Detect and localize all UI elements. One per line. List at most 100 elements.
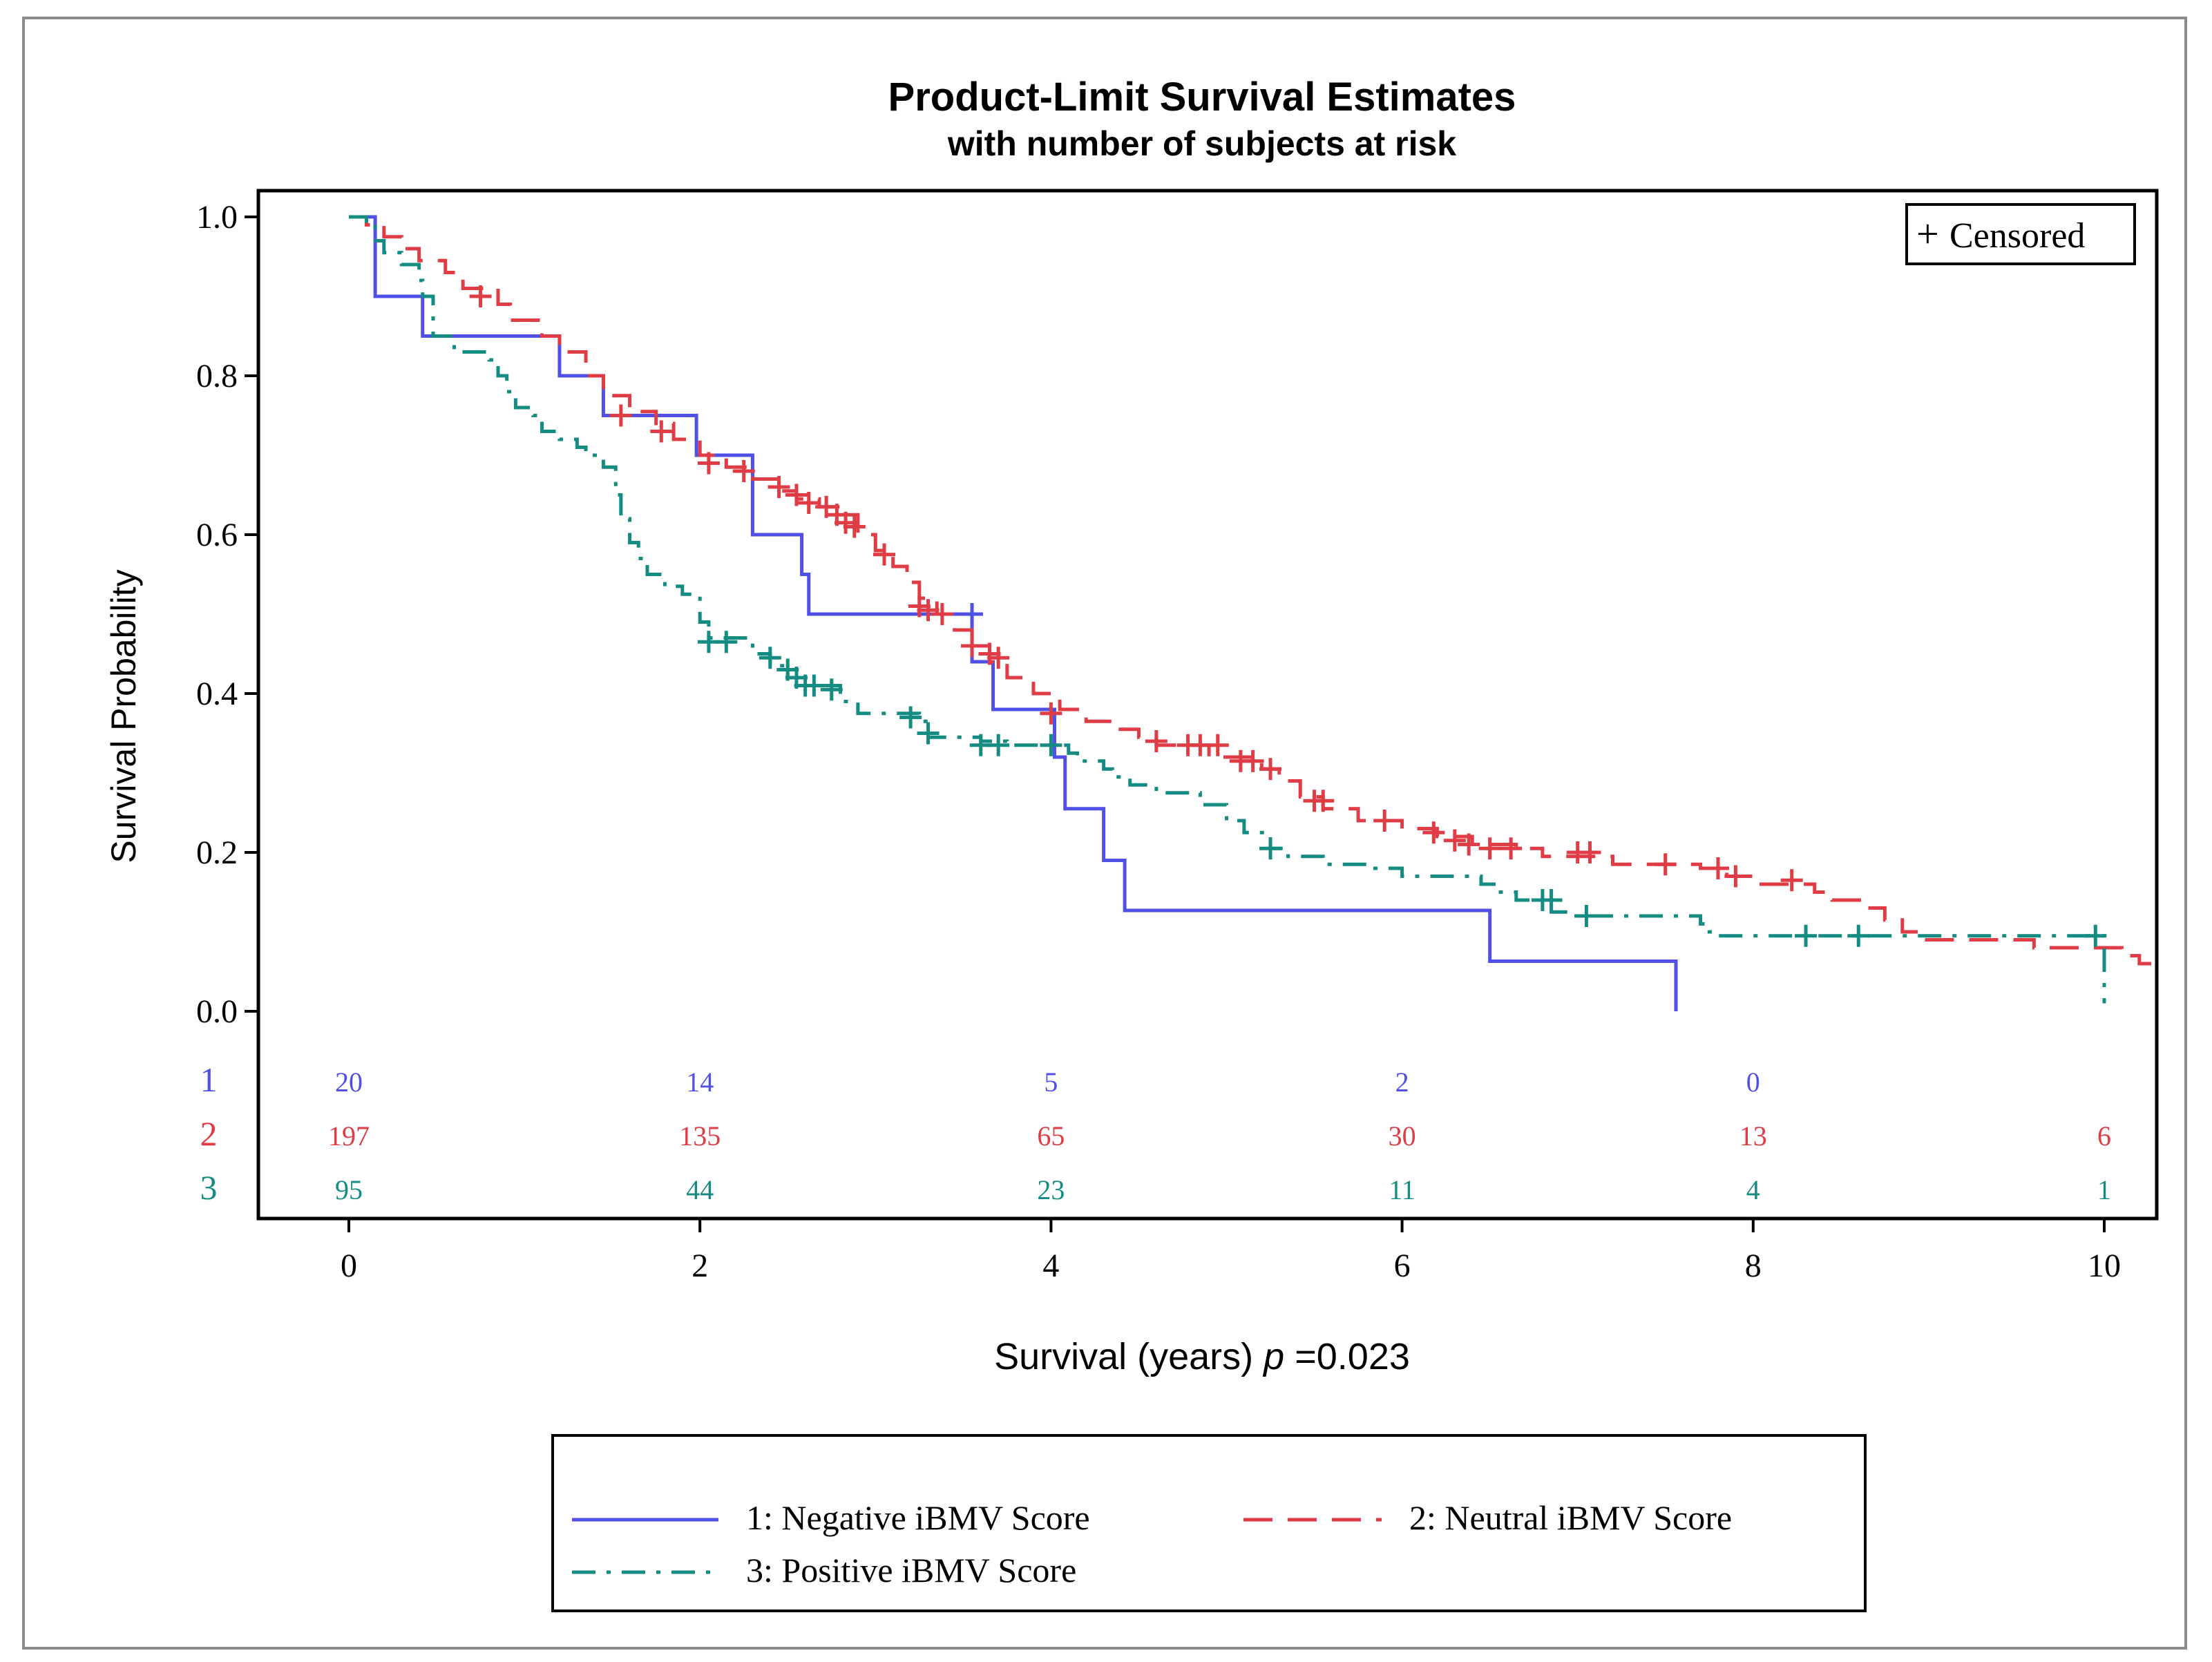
series-2-censor-mark [1312,790,1335,812]
series-2-censor-mark [1724,865,1747,888]
series-3-censor-mark [1540,889,1563,911]
at-risk-count: 65 [1037,1120,1065,1152]
at-risk-group-label: 1 [200,1060,218,1099]
series-2-censor-mark [609,404,632,427]
at-risk-count: 30 [1389,1120,1416,1152]
at-risk-count: 197 [328,1120,370,1152]
at-risk-count: 20 [335,1067,363,1098]
series-3-censor-mark [820,678,843,701]
series-2-censor-mark [1241,749,1264,772]
x-tick-label: 2 [692,1248,708,1284]
at-risk-group-label: 3 [200,1168,218,1207]
series-3-censor-mark [1259,837,1282,860]
at-risk-group-label: 2 [200,1114,218,1153]
legend-label-series-1: 1: Negative iBMV Score [746,1498,1090,1537]
series-2-curve [349,215,2159,972]
at-risk-count: 135 [679,1120,721,1152]
x-axis-label-text: Survival (years) [994,1336,1253,1377]
series-2-censor-mark [843,515,866,538]
y-tick-label: 0.0 [196,993,238,1030]
series-2-censor-mark [1443,829,1466,852]
series-2-censor-mark [650,420,673,443]
at-risk-count: 1 [2097,1174,2111,1205]
censored-legend-symbol: + [1916,211,1939,256]
y-tick-label: 0.6 [196,517,238,553]
x-axis-p-value: =0.023 [1295,1336,1410,1377]
series-2-censor-mark [873,543,896,566]
series-2-censor-mark [1500,837,1523,860]
series-3-censor-mark [1040,734,1062,756]
series-3-censor-mark [715,631,738,653]
legend-label-series-3: 3: Positive iBMV Score [746,1551,1076,1589]
series-3-censor-mark [2084,924,2107,947]
at-risk-count: 44 [686,1174,714,1205]
series-legend-items: 1: Negative iBMV Score 2: Neutral iBMV Sc… [572,1498,1732,1589]
series-2-censor-mark [1654,853,1677,876]
series-3-censor-mark [803,674,826,697]
series-2-censor-mark [917,599,940,622]
series-2-censor-mark [1458,833,1480,856]
at-risk-count: 4 [1746,1174,1760,1205]
series-2-censor-mark [797,492,820,514]
series-2-censor-mark [1478,837,1501,860]
x-tick-label: 6 [1394,1248,1411,1284]
x-axis: 0 2 4 6 8 10 [341,1219,2121,1284]
chart-subtitle: with number of subjects at risk [947,124,1456,163]
x-axis-p-symbol: p [1262,1336,1284,1377]
series-2-censor-mark [961,635,984,657]
y-axis-label: Survival Probability [104,569,143,863]
series-2-censor-mark [1206,734,1229,756]
series-2-censor-mark [732,460,755,482]
series-3-censor-mark [899,706,922,729]
x-tick-label: 8 [1745,1248,1762,1284]
at-risk-count: 95 [335,1174,363,1205]
series-2-censor-mark [1040,702,1062,725]
series-1-censor-mark [961,603,984,625]
series-2-censor-mark [1706,857,1729,879]
series-2-censor-mark [1373,810,1396,832]
series-3-censor-mark [987,734,1010,756]
series-3-censor-mark [1847,924,1870,947]
at-risk-count: 23 [1037,1174,1065,1205]
series-1-curve [349,215,1678,1011]
series-2-censor-mark [469,285,492,307]
at-risk-count: 0 [1746,1067,1760,1098]
at-risk-count: 2 [1395,1067,1409,1098]
censored-legend-label: Censored [1949,216,2085,256]
at-risk-count: 14 [686,1067,714,1098]
at-risk-table: 1 20 14 5 2 02 197 135 65 30 13 63 95 44 23 11 4 1 [200,1060,2112,1207]
series-2-censor-mark [987,647,1010,669]
series-2-censor-mark [697,452,720,475]
at-risk-count: 13 [1739,1120,1767,1152]
plot-area-frame [256,189,2159,1221]
x-axis-label: Survival (years) p =0.023 [994,1336,1410,1377]
chart-title: Product-Limit Survival Estimates [888,75,1516,120]
at-risk-count: 6 [2097,1120,2111,1152]
x-tick-label: 4 [1042,1248,1059,1284]
legend-label-series-2: 2: Neutral iBMV Score [1409,1498,1732,1537]
series-2-censor-mark [1422,821,1445,844]
at-risk-count: 5 [1044,1067,1058,1098]
series-2-censor-mark [1780,869,1803,892]
series-3-censor-mark [1795,924,1818,947]
series-legend-frame [551,1434,1867,1612]
x-tick-label: 10 [2088,1248,2121,1284]
series-2-censor-mark [767,476,790,498]
series-3-censor-mark [1575,905,1598,927]
series-2-censor-mark [785,484,808,506]
series-2-censor-mark [931,603,953,625]
y-axis: 0.0 0.2 0.4 0.6 0.8 1.0 [196,199,258,1030]
y-tick-label: 0.4 [196,676,238,712]
censored-legend-box: + Censored [1905,203,2136,265]
at-risk-count: 11 [1389,1174,1415,1205]
y-tick-label: 1.0 [196,199,238,236]
censor-marks-layer [469,285,2107,947]
x-tick-label: 0 [341,1248,357,1284]
series-3-censor-mark [759,647,781,669]
series-legend: 1: Negative iBMV Score 2: Neutral iBMV Sc… [551,1434,1867,1612]
series-3-censor-mark [917,722,940,745]
series-2-censor-mark [1145,730,1167,752]
series-2-censor-mark [1259,758,1282,781]
y-tick-label: 0.2 [196,834,238,871]
